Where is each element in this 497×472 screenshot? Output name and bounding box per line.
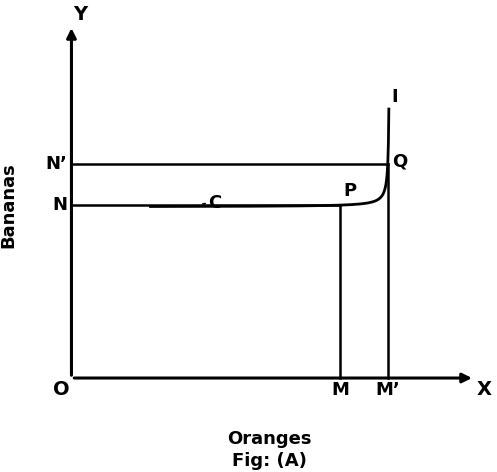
Text: C: C xyxy=(208,194,221,212)
Text: Oranges: Oranges xyxy=(227,430,312,447)
Text: N’: N’ xyxy=(46,155,68,173)
Text: P: P xyxy=(343,182,356,200)
Text: N: N xyxy=(53,196,68,214)
Text: Y: Y xyxy=(74,5,87,24)
Text: Bananas: Bananas xyxy=(0,162,17,248)
Text: Q: Q xyxy=(393,153,408,171)
Text: M: M xyxy=(331,381,349,399)
Text: I: I xyxy=(392,88,398,106)
Text: M’: M’ xyxy=(375,381,400,399)
Text: X: X xyxy=(477,380,492,399)
Text: O: O xyxy=(53,380,70,399)
Text: Fig: (A): Fig: (A) xyxy=(232,452,307,471)
